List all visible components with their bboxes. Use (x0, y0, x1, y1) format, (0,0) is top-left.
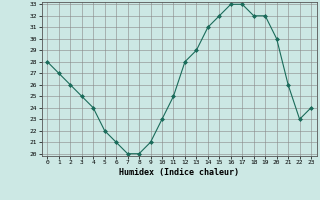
X-axis label: Humidex (Indice chaleur): Humidex (Indice chaleur) (119, 168, 239, 177)
